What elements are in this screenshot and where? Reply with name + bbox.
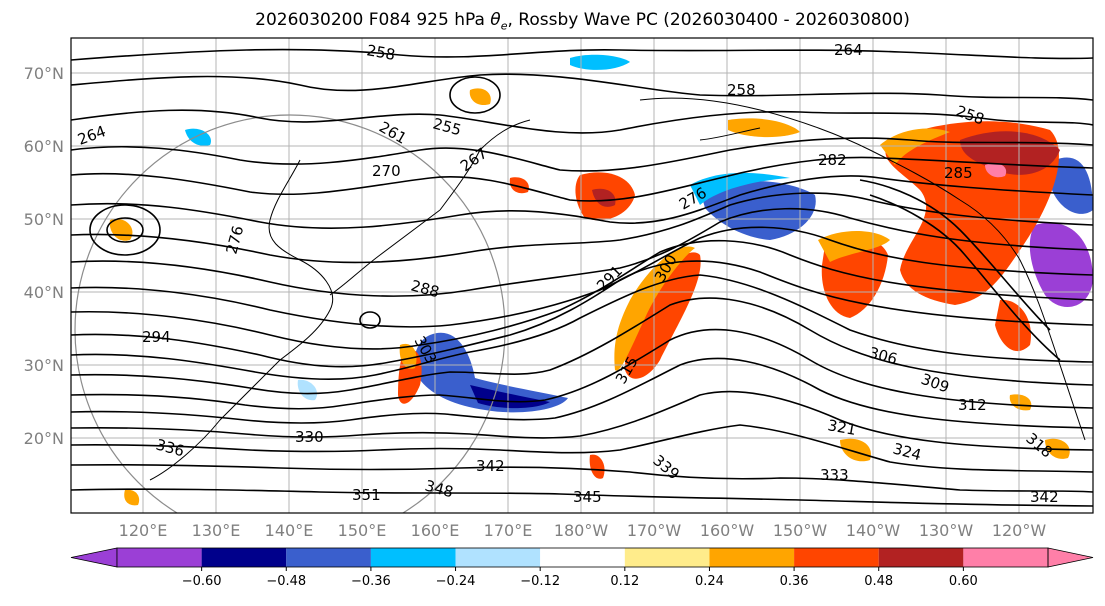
map-frame	[70, 37, 1094, 514]
lon-label: 140°W	[846, 521, 901, 540]
contour-label: 258	[365, 41, 396, 64]
shade-negative	[414, 332, 568, 413]
shade-positive-light	[818, 231, 890, 262]
contour-label: 342	[1030, 488, 1059, 506]
colorbar-segment	[624, 548, 710, 567]
shade-positive	[625, 252, 701, 379]
shade-positive-light	[840, 438, 871, 462]
graticule	[71, 38, 1093, 513]
theta-e-contours	[71, 48, 1093, 507]
map-area	[71, 38, 1093, 513]
colorbar-tick-label: 0.48	[864, 574, 893, 589]
title-symbol-sub: e	[500, 19, 508, 33]
lon-label: 160°W	[700, 521, 755, 540]
map-title: 2026030200 F084 925 hPa θe, Rossby Wave …	[0, 10, 1105, 32]
lon-label: 160°E	[411, 521, 460, 540]
longitude-labels: 120°E 130°E 140°E 150°E 160°E 170°E 180°…	[119, 521, 1047, 540]
lon-label: 170°W	[627, 521, 682, 540]
title-suffix: , Rossby Wave PC (2026030400 - 202603080…	[507, 10, 910, 30]
lon-label: 120°E	[119, 521, 168, 540]
reference-circle	[74, 114, 506, 513]
colorbar-tick-label: −0.48	[266, 574, 306, 589]
colorbar-segment	[709, 548, 795, 567]
lat-label: 20°N	[24, 429, 64, 448]
colorbar-segment	[794, 548, 879, 567]
colorbar-segment	[540, 548, 625, 567]
contour-label: 321	[826, 416, 857, 439]
lon-label: 170°E	[484, 521, 533, 540]
title-symbol: θ	[490, 10, 501, 30]
contour-label: 285	[944, 164, 973, 182]
shade-negative-light	[297, 379, 318, 401]
lat-label: 40°N	[24, 283, 64, 302]
colorbar-segment	[878, 548, 964, 567]
contour-label: 342	[476, 457, 505, 475]
colorbar-extend-high	[1047, 547, 1094, 568]
shade-positive	[995, 299, 1031, 352]
shade-positive-light	[614, 246, 695, 371]
contour-label: 330	[295, 428, 324, 446]
colorbar-tick-label: 0.12	[610, 574, 639, 589]
contour-label: 345	[573, 488, 602, 506]
shade-positive	[469, 88, 491, 106]
colorbar-tick-label: −0.24	[436, 574, 476, 589]
colorbar-segment	[963, 548, 1048, 567]
shade-negative	[1052, 157, 1093, 214]
colorbar-tick-label: 0.24	[695, 574, 724, 589]
colorbar-segment	[117, 548, 202, 567]
contour-label: 351	[352, 486, 381, 504]
lat-label: 50°N	[24, 210, 64, 229]
anomaly-shading	[109, 54, 1093, 506]
coastlines	[149, 97, 1086, 481]
shade-positive	[728, 118, 800, 138]
colorbar-tick-label: −0.12	[520, 574, 560, 589]
colorbar-segment	[370, 548, 456, 567]
lat-label: 30°N	[24, 356, 64, 375]
shade-negative-light	[570, 54, 630, 70]
contour-label: 294	[142, 328, 171, 346]
colorbar-extend-low	[70, 547, 118, 568]
shade-positive	[589, 454, 605, 479]
contour-label: 312	[958, 396, 987, 414]
contour-label: 282	[818, 151, 847, 169]
colorbar-tick-label: 0.36	[780, 574, 809, 589]
lon-label: 140°E	[265, 521, 314, 540]
colorbar-segment	[455, 548, 541, 567]
shade-positive-dark	[592, 188, 616, 207]
colorbar-segment	[201, 548, 287, 567]
lon-label: 180°W	[554, 521, 609, 540]
contour-label: 264	[834, 41, 863, 59]
contour-label: 258	[727, 81, 756, 99]
lon-label: 130°W	[919, 521, 974, 540]
shade-positive-light	[880, 128, 950, 165]
latitude-labels: 70°N 60°N 50°N 40°N 30°N 20°N	[24, 64, 64, 448]
shade-positive-light	[399, 343, 417, 369]
colorbar-tick-label: −0.36	[351, 574, 391, 589]
lat-label: 60°N	[24, 137, 64, 156]
contour-label: 270	[372, 162, 401, 180]
colorbar-tick-label: −0.60	[182, 574, 222, 589]
contour-label: 333	[820, 466, 849, 484]
colorbar: −0.60 −0.48 −0.36 −0.24 −0.12 0.12 0.24 0.36 0.4…	[70, 547, 1094, 589]
title-prefix: 2026030200 F084 925 hPa	[255, 10, 491, 30]
lon-label: 130°E	[192, 521, 241, 540]
shade-positive-light	[124, 489, 140, 506]
colorbar-tick-label: 0.60	[949, 574, 978, 589]
lon-label: 150°E	[338, 521, 387, 540]
shade-negative	[1029, 222, 1093, 307]
lon-label: 150°W	[773, 521, 828, 540]
colorbar-segment	[286, 548, 371, 567]
lat-label: 70°N	[24, 64, 64, 83]
shade-positive-pink	[985, 163, 1007, 178]
shade-negative-light	[690, 172, 790, 205]
shade-negative-core	[470, 385, 550, 409]
colorbar-frame	[116, 547, 1049, 568]
shade-positive	[509, 177, 529, 194]
lon-label: 120°W	[992, 521, 1047, 540]
